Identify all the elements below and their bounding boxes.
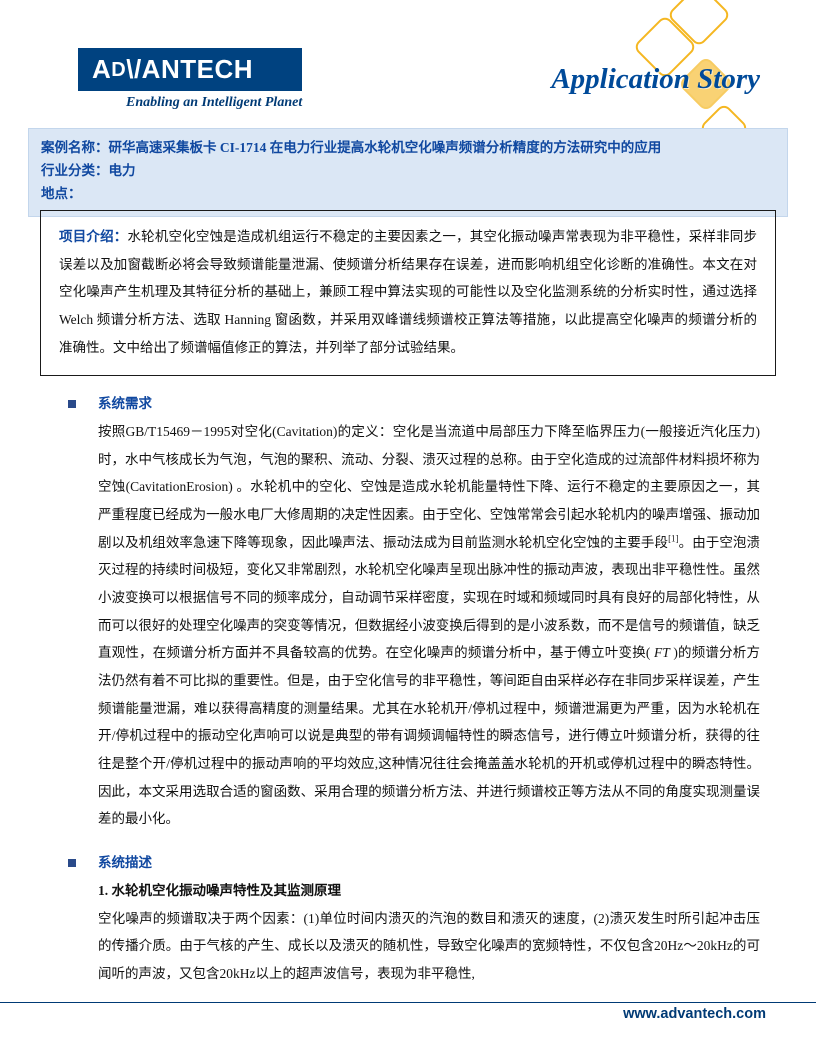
citation-sup: [1] [668,533,679,543]
project-intro-box: 项目介绍：水轮机空化空蚀是造成机组运行不稳定的主要因素之一，其空化振动噪声常表现… [40,210,776,376]
case-name-label: 案例名称： [41,140,109,155]
meta-row-industry: 行业分类：电力 [41,160,775,183]
subsection-title: 1. 水轮机空化振动噪声特性及其监测原理 [98,877,760,905]
ft-italic: FT [654,645,670,660]
case-name-value: 研华高速采集板卡 CI-1714 在电力行业提高水轮机空化噪声频谱分析精度的方法… [109,140,662,155]
section-header: 系统描述 [68,851,760,871]
case-metadata-box: 案例名称：研华高速采集板卡 CI-1714 在电力行业提高水轮机空化噪声频谱分析… [28,128,788,217]
section-title: 系统需求 [98,392,152,412]
industry-label: 行业分类： [41,163,109,178]
subsection-body: 空化噪声的频谱取决于两个因素：(1)单位时间内溃灭的汽泡的数目和溃灭的速度，(2… [98,905,760,988]
location-label: 地点： [41,186,82,201]
intro-label: 项目介绍： [59,229,127,244]
section-requirements: 系统需求 按照GB/T15469－1995对空化(Cavitation)的定义：… [68,392,760,833]
bullet-icon [68,400,76,408]
meta-row-location: 地点： [41,183,775,206]
section-body: 1. 水轮机空化振动噪声特性及其监测原理 空化噪声的频谱取决于两个因素：(1)单… [98,877,760,988]
meta-row-case: 案例名称：研华高速采集板卡 CI-1714 在电力行业提高水轮机空化噪声频谱分析… [41,137,775,160]
intro-text: 水轮机空化空蚀是造成机组运行不稳定的主要因素之一，其空化振动噪声常表现为非平稳性… [59,229,757,355]
bullet-icon [68,859,76,867]
brand-tagline: Enabling an Intelligent Planet [126,95,302,111]
document-type-title: Application Story [551,63,760,96]
industry-value: 电力 [109,163,136,178]
section-body: 按照GB/T15469－1995对空化(Cavitation)的定义：空化是当流… [98,418,760,833]
brand-logo: AD\/ANTECH [78,48,302,91]
page-header: AD\/ANTECH Enabling an Intelligent Plane… [78,48,776,111]
logo-block: AD\/ANTECH Enabling an Intelligent Plane… [78,48,302,111]
section-header: 系统需求 [68,392,760,412]
section-title: 系统描述 [98,851,152,871]
footer-url: www.advantech.com [623,1006,766,1022]
page-footer: www.advantech.com [0,1002,816,1022]
section-description: 系统描述 1. 水轮机空化振动噪声特性及其监测原理 空化噪声的频谱取决于两个因素… [68,851,760,988]
main-content: 系统需求 按照GB/T15469－1995对空化(Cavitation)的定义：… [68,392,760,1006]
